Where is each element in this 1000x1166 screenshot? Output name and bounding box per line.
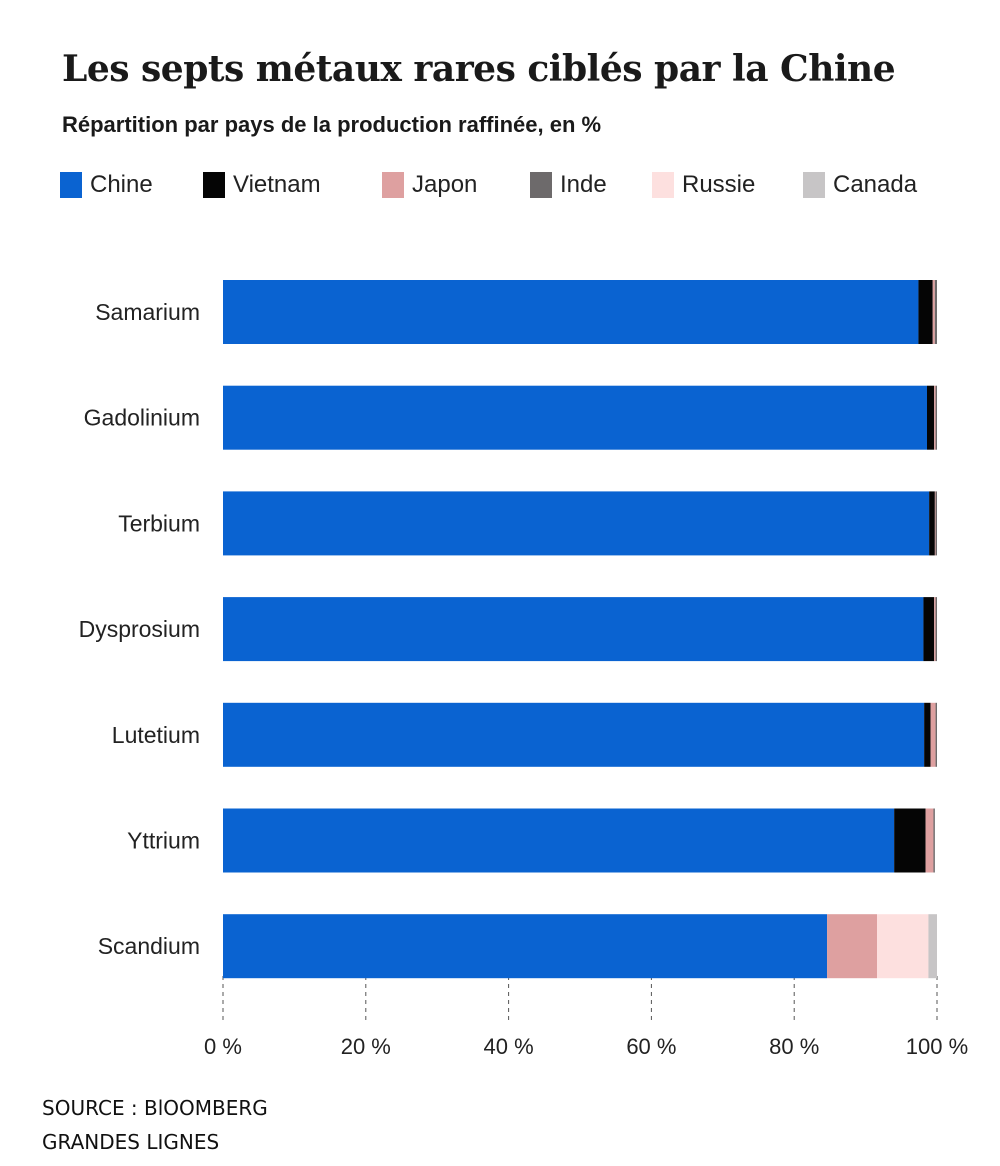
- legend-label-chine: Chine: [90, 171, 153, 198]
- bar-segment-dysprosium-vietnam: [923, 597, 935, 662]
- x-tick-label-80: 80 %: [769, 1034, 819, 1059]
- bar-segment-samarium-vietnam: [918, 280, 933, 344]
- legend-label-vietnam: Vietnam: [233, 171, 321, 198]
- legend-label-inde: Inde: [560, 171, 607, 198]
- bar-segment-dysprosium-japon: [934, 597, 936, 662]
- bar-segment-terbium-inde: [935, 491, 937, 556]
- x-tick-label-40: 40 %: [484, 1034, 534, 1059]
- category-label-scandium: Scandium: [98, 933, 200, 959]
- legend-swatch-chine: [60, 172, 82, 198]
- legend: Chine Vietnam Japon Inde Russie Canada: [60, 170, 960, 200]
- category-label-gadolinium: Gadolinium: [84, 405, 200, 431]
- x-tick-label-100: 100 %: [906, 1034, 968, 1059]
- bar-segment-yttrium-inde: [933, 808, 935, 873]
- x-tick-label-60: 60 %: [626, 1034, 676, 1059]
- bar-segment-scandium-russie: [877, 914, 929, 979]
- bar-segment-yttrium-chine: [223, 808, 895, 873]
- bar-row-lutetium: Lutetium: [112, 702, 937, 767]
- legend-label-japon: Japon: [412, 171, 478, 198]
- legend-item-vietnam: Vietnam: [203, 170, 321, 200]
- x-tick-label-20: 20 %: [341, 1034, 391, 1059]
- chart-subtitle: Répartition par pays de la production ra…: [62, 112, 602, 137]
- credit-note: GRANDES LIGNES: [42, 1130, 220, 1154]
- legend-item-inde: Inde: [530, 170, 607, 200]
- bar-segment-lutetium-chine: [223, 702, 925, 767]
- bar-segment-samarium-japon: [932, 280, 935, 344]
- bar-segment-dysprosium-inde: [935, 597, 937, 662]
- legend-swatch-russie: [652, 172, 674, 198]
- category-label-yttrium: Yttrium: [127, 828, 200, 854]
- bar-segment-dysprosium-chine: [223, 597, 924, 662]
- bar-segment-lutetium-japon: [930, 702, 936, 767]
- bar-segment-terbium-vietnam: [929, 491, 935, 556]
- bar-row-gadolinium: Gadolinium: [84, 385, 937, 450]
- bar-row-samarium: Samarium: [95, 280, 937, 344]
- bar-segment-scandium-japon: [827, 914, 878, 979]
- bar-segment-scandium-chine: [223, 914, 828, 979]
- legend-item-japon: Japon: [382, 170, 477, 200]
- bar-segment-gadolinium-inde: [935, 385, 937, 450]
- source-note: SOURCE : BlOOMBERG: [42, 1096, 268, 1120]
- chart-title: Les septs métaux rares ciblés par la Chi…: [62, 48, 896, 90]
- legend-item-canada: Canada: [803, 170, 917, 200]
- legend-label-canada: Canada: [833, 171, 918, 198]
- bar-row-scandium: Scandium: [98, 914, 937, 979]
- legend-swatch-vietnam: [203, 172, 225, 198]
- bar-row-yttrium: Yttrium: [127, 808, 935, 873]
- bar-segment-gadolinium-japon: [934, 385, 936, 450]
- bar-segment-yttrium-japon: [925, 808, 934, 873]
- bar-segment-gadolinium-chine: [223, 385, 928, 450]
- bar-segment-terbium-japon: [934, 491, 936, 556]
- legend-item-russie: Russie: [652, 170, 755, 200]
- bar-segment-samarium-inde: [934, 280, 937, 344]
- category-label-dysprosium: Dysprosium: [79, 616, 200, 642]
- bar-segment-samarium-chine: [223, 280, 919, 344]
- x-tick-label-0: 0 %: [204, 1034, 242, 1059]
- bar-segment-scandium-canada: [928, 914, 937, 979]
- category-label-lutetium: Lutetium: [112, 722, 200, 748]
- bar-segment-yttrium-vietnam: [894, 808, 926, 873]
- legend-swatch-canada: [803, 172, 825, 198]
- bar-row-terbium: Terbium: [118, 491, 937, 556]
- legend-label-russie: Russie: [682, 171, 756, 198]
- legend-swatch-japon: [382, 172, 404, 198]
- bar-segment-lutetium-vietnam: [924, 702, 931, 767]
- stacked-bar-chart: 0 % 20 % 40 % 60 % 80 % 100 % Samarium Gadolini…: [79, 280, 968, 1059]
- bar-segment-gadolinium-vietnam: [927, 385, 935, 450]
- bar-segment-terbium-chine: [223, 491, 930, 556]
- bar-segment-lutetium-inde: [935, 702, 937, 767]
- legend-item-chine: Chine: [60, 170, 153, 200]
- bar-row-dysprosium: Dysprosium: [79, 597, 937, 662]
- legend-swatch-inde: [530, 172, 552, 198]
- category-label-terbium: Terbium: [118, 510, 200, 536]
- category-label-samarium: Samarium: [95, 299, 200, 325]
